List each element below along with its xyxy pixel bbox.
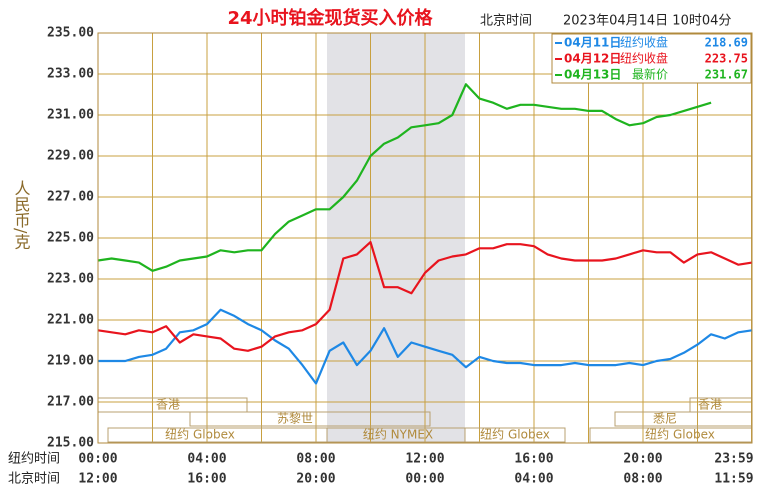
- legend-box: [551, 33, 752, 84]
- legend-name: 04月11日: [564, 36, 621, 50]
- x-tick-label: 16:00: [514, 452, 553, 467]
- x2-tick-label: 20:00: [296, 472, 335, 487]
- legend-status: 最新价: [632, 67, 668, 82]
- series-line: [97, 83, 712, 272]
- x2-axis-label: 北京时间: [8, 472, 60, 487]
- x-tick-label: 20:00: [623, 452, 662, 467]
- x2-tick-label: 12:00: [78, 472, 117, 487]
- legend-name: 04月12日: [564, 52, 621, 66]
- session-label: 苏黎世: [277, 412, 313, 426]
- y-tick-label: 223.00: [47, 272, 94, 287]
- y-tick-label: 225.00: [47, 231, 94, 246]
- x2-tick-label: 00:00: [405, 472, 444, 487]
- legend-name: 04月13日: [564, 68, 621, 82]
- y-tick-label: 231.00: [47, 108, 94, 123]
- legend-price: 223.75: [705, 52, 748, 66]
- session-label: 悉尼: [653, 412, 677, 426]
- x2-tick-label: 11:59: [714, 472, 753, 487]
- session-label: 纽约 Globex: [645, 427, 715, 442]
- legend-status: 纽约收盘: [620, 35, 668, 50]
- legend-status: 纽约收盘: [620, 51, 668, 66]
- x-tick-label: 12:00: [405, 452, 444, 467]
- lines: [97, 83, 753, 385]
- series-line: [98, 308, 753, 385]
- x2-tick-label: 08:00: [623, 472, 662, 487]
- y-tick-label: 235.00: [47, 26, 94, 41]
- y-tick-label: 233.00: [47, 67, 94, 82]
- session-box: [189, 411, 431, 427]
- y-axis-label: 人民币/克: [12, 180, 31, 250]
- session-box: [464, 427, 566, 443]
- x-axis-label: 纽约时间: [8, 452, 60, 467]
- plot-border: [97, 32, 753, 444]
- y-tick-label: 221.00: [47, 313, 94, 328]
- chart-title: 24小时铂金现货买入价格: [227, 7, 433, 29]
- legend-price: 218.69: [705, 36, 748, 50]
- x2-tick-label: 04:00: [514, 472, 553, 487]
- y-tick-label: 229.00: [47, 149, 94, 164]
- session-label: 纽约 Globex: [480, 427, 550, 442]
- x-tick-label: 23:59: [714, 452, 753, 467]
- series-line: [97, 241, 753, 352]
- session-label: 纽约 Globex: [165, 427, 235, 442]
- sessions: 香港 苏黎世 纽约 Globex 纽约 NYMEX 纽约 Globex 香港 悉…: [97, 397, 753, 443]
- y-tick-label: 227.00: [47, 190, 94, 205]
- y-tick-label: 217.00: [47, 395, 94, 410]
- x-tick-label: 00:00: [78, 452, 117, 467]
- session-label: 香港: [698, 398, 722, 412]
- chart-date: 2023年04月14日 10时04分: [563, 14, 731, 29]
- session-label: 香港: [156, 398, 180, 412]
- x2-tick-label: 16:00: [187, 472, 226, 487]
- x-tick-label: 04:00: [187, 452, 226, 467]
- legend-price: 231.67: [705, 68, 748, 82]
- y-tick-label: 215.00: [47, 436, 94, 451]
- x-tick-label: 08:00: [296, 452, 335, 467]
- session-label: 纽约 NYMEX: [363, 427, 433, 442]
- chart-subtitle: 北京时间: [480, 14, 532, 29]
- y-tick-label: 219.00: [47, 354, 94, 369]
